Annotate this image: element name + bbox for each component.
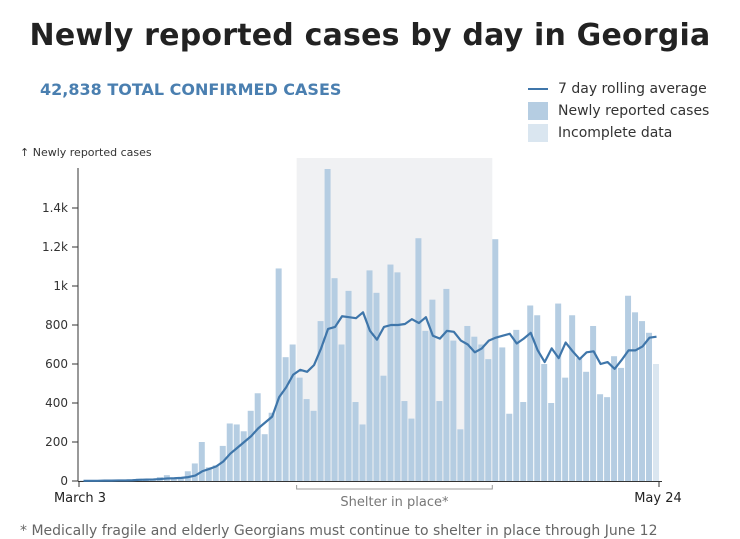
case-bar	[262, 434, 268, 481]
case-bar	[241, 431, 247, 481]
case-bar	[422, 331, 428, 481]
case-bar	[604, 397, 610, 481]
case-bar	[569, 315, 575, 481]
case-bar	[290, 345, 296, 482]
x-end-label: May 24	[634, 491, 682, 506]
case-bar	[625, 296, 631, 481]
case-bar	[276, 268, 282, 481]
case-bar	[618, 368, 624, 481]
case-bar	[380, 376, 386, 481]
shelter-in-place-label: Shelter in place*	[340, 495, 449, 510]
case-bar	[513, 330, 519, 481]
case-bar	[346, 291, 352, 481]
case-bar	[353, 402, 359, 481]
case-bar	[534, 315, 540, 481]
y-tick-label: 600	[45, 357, 68, 371]
y-tick-label: 1.4k	[42, 201, 68, 215]
case-bar	[373, 293, 379, 481]
case-bar	[408, 419, 414, 481]
y-tick-label: 200	[45, 435, 68, 449]
case-bar	[360, 424, 366, 481]
case-bar	[576, 358, 582, 481]
case-bar	[394, 272, 400, 481]
case-bar	[297, 378, 303, 481]
case-bar	[325, 169, 331, 481]
case-bar	[464, 326, 470, 481]
case-bar	[311, 411, 317, 481]
case-bar	[192, 463, 198, 481]
case-bar	[520, 402, 526, 481]
case-bar	[632, 312, 638, 481]
case-bar	[548, 403, 554, 481]
case-bar	[583, 372, 589, 481]
case-bar	[443, 289, 449, 481]
case-bar	[415, 238, 421, 481]
case-bar	[304, 399, 310, 481]
x-start-label: March 3	[54, 491, 106, 506]
incomplete-bar	[653, 364, 659, 481]
case-bar	[367, 270, 373, 481]
case-bar	[541, 364, 547, 481]
case-bar	[401, 401, 407, 481]
case-bar	[387, 265, 393, 481]
y-tick-label: 400	[45, 396, 68, 410]
y-tick-label: 1k	[53, 279, 68, 293]
case-bar	[611, 356, 617, 481]
case-bar	[269, 413, 275, 481]
case-bar	[255, 393, 261, 481]
case-bar	[436, 401, 442, 481]
case-bar	[471, 337, 477, 481]
y-tick-label: 0	[60, 474, 68, 488]
case-bar	[248, 411, 254, 481]
case-bar	[457, 429, 463, 481]
case-bar	[562, 378, 568, 481]
case-bar	[485, 359, 491, 481]
case-bar	[234, 424, 240, 481]
case-bar	[478, 345, 484, 482]
case-bar	[555, 304, 561, 481]
case-bar	[590, 326, 596, 481]
case-bar	[339, 345, 345, 482]
y-tick-label: 1.2k	[42, 240, 68, 254]
case-bar	[332, 278, 338, 481]
case-bar	[283, 357, 289, 481]
shelter-bracket	[297, 485, 493, 489]
y-tick-label: 800	[45, 318, 68, 332]
case-bar	[450, 341, 456, 481]
footnote: * Medically fragile and elderly Georgian…	[20, 523, 657, 539]
case-bar	[199, 442, 205, 481]
case-bar	[492, 239, 498, 481]
case-bar	[597, 394, 603, 481]
case-bar	[506, 414, 512, 481]
case-bar	[646, 333, 652, 481]
case-bar	[499, 347, 505, 481]
